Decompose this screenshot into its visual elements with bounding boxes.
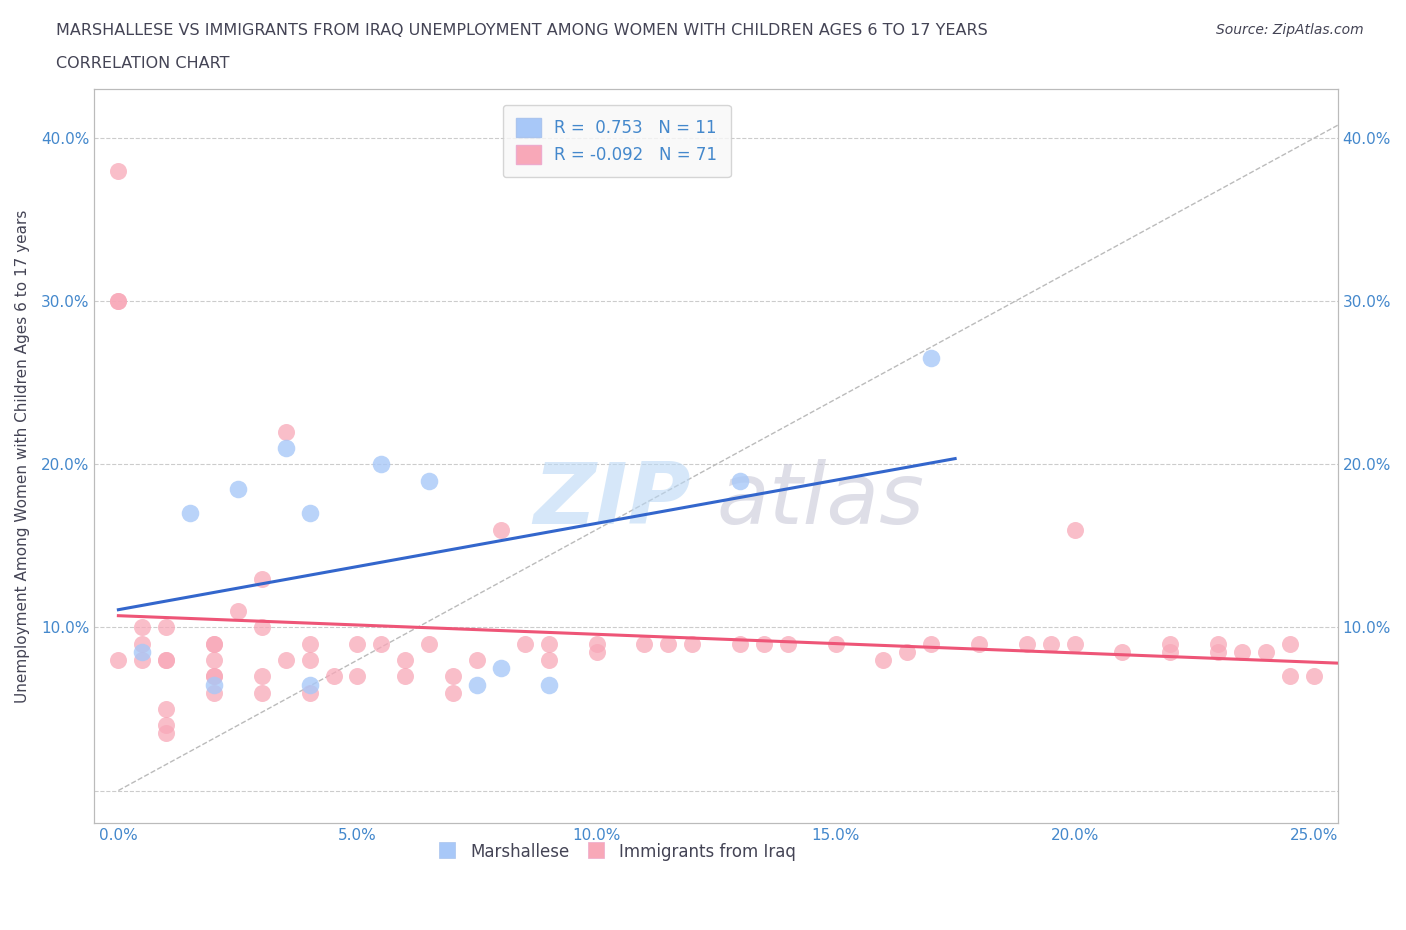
Text: ZIP: ZIP	[533, 458, 692, 542]
Point	[1039, 636, 1062, 651]
Y-axis label: Unemployment Among Women with Children Ages 6 to 17 years: Unemployment Among Women with Children A…	[15, 209, 30, 703]
Point	[585, 644, 607, 659]
Point	[489, 523, 512, 538]
Point	[322, 669, 344, 684]
Text: atlas: atlas	[716, 458, 924, 542]
Point	[489, 661, 512, 676]
Point	[346, 636, 368, 651]
Text: MARSHALLESE VS IMMIGRANTS FROM IRAQ UNEMPLOYMENT AMONG WOMEN WITH CHILDREN AGES : MARSHALLESE VS IMMIGRANTS FROM IRAQ UNEM…	[56, 23, 988, 38]
Point	[131, 636, 153, 651]
Point	[370, 636, 392, 651]
Point	[250, 571, 273, 586]
Point	[250, 685, 273, 700]
Point	[107, 653, 129, 668]
Point	[202, 685, 225, 700]
Point	[131, 620, 153, 635]
Point	[537, 636, 560, 651]
Point	[1254, 644, 1277, 659]
Point	[107, 294, 129, 309]
Point	[155, 701, 177, 716]
Point	[465, 677, 488, 692]
Point	[155, 726, 177, 741]
Point	[155, 718, 177, 733]
Point	[131, 653, 153, 668]
Point	[1063, 636, 1085, 651]
Point	[107, 164, 129, 179]
Point	[537, 653, 560, 668]
Point	[298, 677, 321, 692]
Point	[298, 685, 321, 700]
Point	[155, 653, 177, 668]
Point	[1159, 644, 1181, 659]
Point	[131, 644, 153, 659]
Point	[155, 620, 177, 635]
Point	[370, 457, 392, 472]
Point	[1063, 523, 1085, 538]
Legend: Marshallese, Immigrants from Iraq: Marshallese, Immigrants from Iraq	[429, 835, 804, 870]
Point	[1278, 636, 1301, 651]
Point	[752, 636, 775, 651]
Point	[418, 636, 440, 651]
Point	[202, 669, 225, 684]
Point	[418, 473, 440, 488]
Point	[274, 424, 297, 439]
Text: CORRELATION CHART: CORRELATION CHART	[56, 56, 229, 71]
Point	[202, 636, 225, 651]
Point	[226, 604, 249, 618]
Point	[274, 653, 297, 668]
Point	[657, 636, 679, 651]
Point	[872, 653, 894, 668]
Point	[681, 636, 703, 651]
Point	[776, 636, 799, 651]
Point	[441, 685, 464, 700]
Point	[250, 669, 273, 684]
Point	[298, 653, 321, 668]
Point	[298, 506, 321, 521]
Point	[896, 644, 918, 659]
Point	[202, 677, 225, 692]
Point	[202, 653, 225, 668]
Point	[394, 669, 416, 684]
Point	[1302, 669, 1324, 684]
Point	[1230, 644, 1253, 659]
Point	[394, 653, 416, 668]
Point	[155, 653, 177, 668]
Point	[1159, 636, 1181, 651]
Point	[728, 636, 751, 651]
Point	[513, 636, 536, 651]
Point	[1206, 644, 1229, 659]
Point	[920, 351, 942, 365]
Point	[920, 636, 942, 651]
Point	[537, 677, 560, 692]
Point	[274, 441, 297, 456]
Point	[1111, 644, 1133, 659]
Point	[250, 620, 273, 635]
Point	[107, 294, 129, 309]
Point	[585, 636, 607, 651]
Point	[728, 473, 751, 488]
Point	[226, 482, 249, 497]
Point	[202, 636, 225, 651]
Point	[1206, 636, 1229, 651]
Point	[824, 636, 846, 651]
Point	[441, 669, 464, 684]
Point	[1278, 669, 1301, 684]
Point	[465, 653, 488, 668]
Point	[633, 636, 655, 651]
Point	[298, 636, 321, 651]
Point	[346, 669, 368, 684]
Text: Source: ZipAtlas.com: Source: ZipAtlas.com	[1216, 23, 1364, 37]
Point	[967, 636, 990, 651]
Point	[179, 506, 201, 521]
Point	[1015, 636, 1038, 651]
Point	[202, 669, 225, 684]
